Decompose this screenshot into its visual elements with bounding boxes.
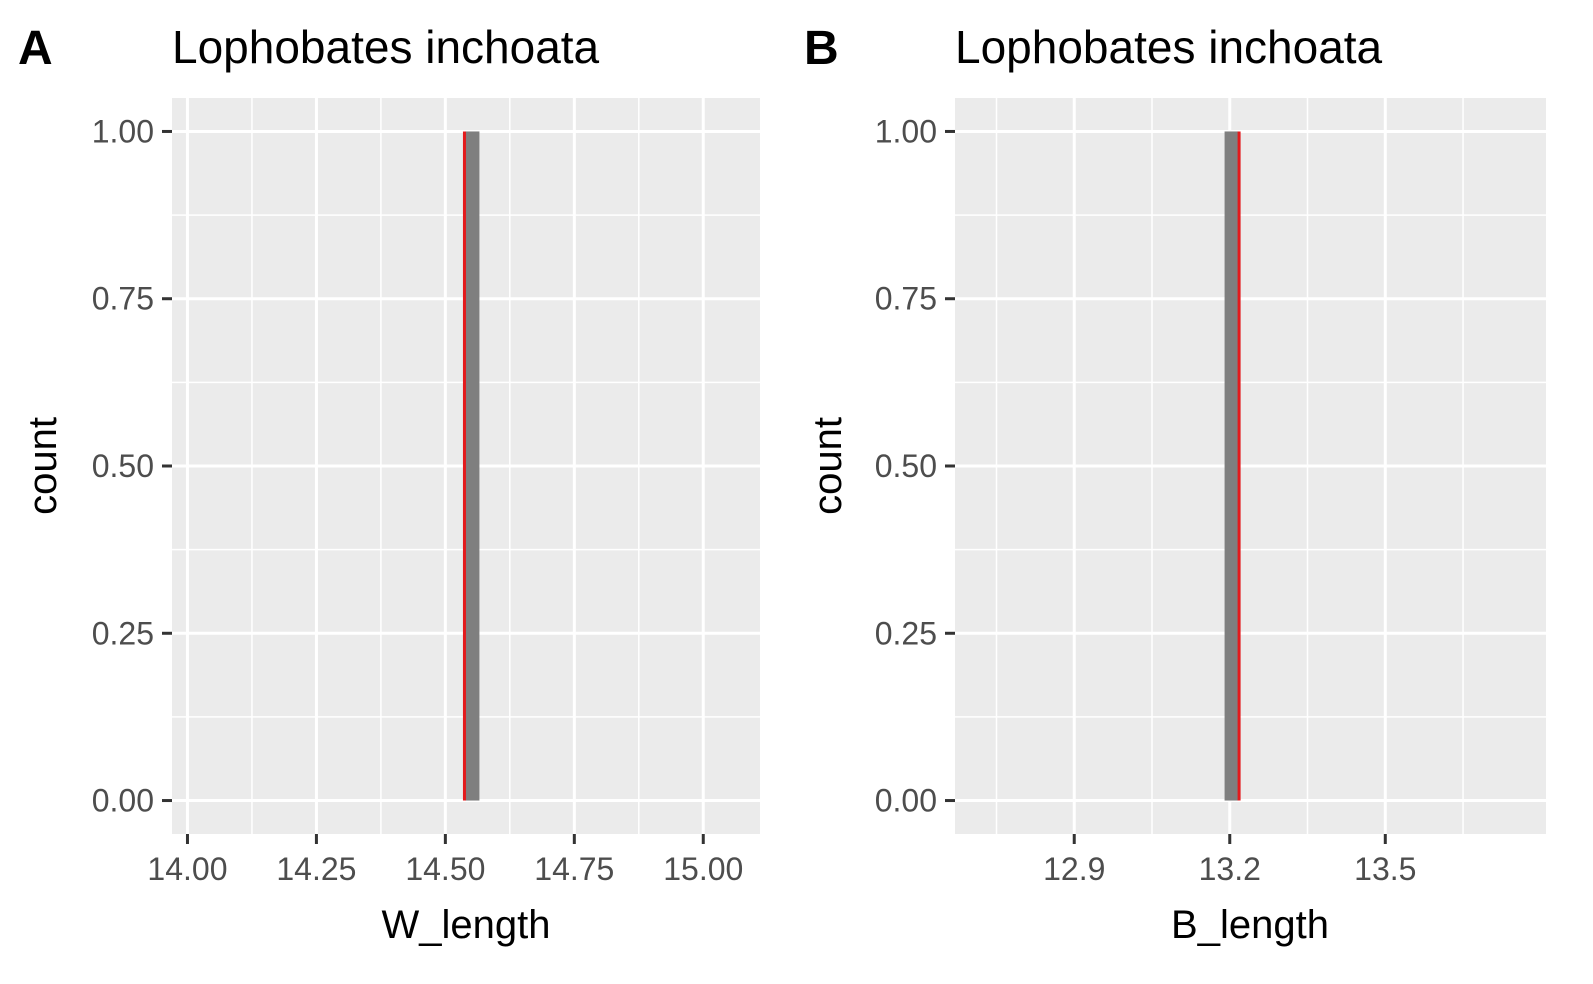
panel-b-x-axis: 12.9 13.2 13.5 bbox=[1043, 834, 1416, 887]
y-tick-label: 0.50 bbox=[92, 448, 154, 484]
y-tick-label: 0.25 bbox=[92, 615, 154, 651]
x-tick-label: 14.00 bbox=[147, 851, 227, 887]
panel-b-x-axis-title: B_length bbox=[1171, 903, 1329, 947]
y-tick-label: 1.00 bbox=[875, 113, 937, 149]
x-tick-label: 14.50 bbox=[405, 851, 485, 887]
y-tick-label: 0.75 bbox=[875, 281, 937, 317]
histogram-bar bbox=[464, 131, 480, 801]
x-tick-label: 15.00 bbox=[663, 851, 743, 887]
panel-a: A Lophobates inchoata 0.00 0.25 0.50 0.75 1.… bbox=[18, 21, 760, 947]
x-tick-label: 12.9 bbox=[1043, 851, 1105, 887]
panel-b-title: Lophobates inchoata bbox=[955, 21, 1383, 73]
y-tick-label: 0.00 bbox=[875, 783, 937, 819]
panel-a-bars bbox=[464, 131, 480, 801]
y-tick-label: 1.00 bbox=[92, 113, 154, 149]
y-tick-label: 0.25 bbox=[875, 615, 937, 651]
panel-a-y-axis-title: count bbox=[21, 417, 65, 515]
panel-b-y-axis: 0.00 0.25 0.50 0.75 1.00 bbox=[875, 113, 955, 819]
panel-a-x-axis: 14.00 14.25 14.50 14.75 15.00 bbox=[147, 834, 743, 887]
histogram-bar bbox=[1224, 131, 1239, 801]
panel-a-tag: A bbox=[18, 22, 53, 75]
panel-a-x-axis-title: W_length bbox=[382, 903, 551, 947]
x-tick-label: 13.2 bbox=[1199, 851, 1261, 887]
x-tick-label: 13.5 bbox=[1354, 851, 1416, 887]
panel-a-y-axis: 0.00 0.25 0.50 0.75 1.00 bbox=[92, 113, 172, 819]
y-tick-label: 0.00 bbox=[92, 783, 154, 819]
panel-b-y-axis-title: count bbox=[806, 417, 850, 515]
panel-b-bars bbox=[1224, 131, 1239, 801]
panel-b-tag: B bbox=[804, 22, 839, 75]
x-tick-label: 14.75 bbox=[534, 851, 614, 887]
panel-b: B Lophobates inchoata 0.00 0.25 0.50 0.75 1.… bbox=[804, 21, 1546, 947]
panel-a-title: Lophobates inchoata bbox=[172, 21, 600, 73]
y-tick-label: 0.50 bbox=[875, 448, 937, 484]
x-tick-label: 14.25 bbox=[276, 851, 356, 887]
y-tick-label: 0.75 bbox=[92, 281, 154, 317]
